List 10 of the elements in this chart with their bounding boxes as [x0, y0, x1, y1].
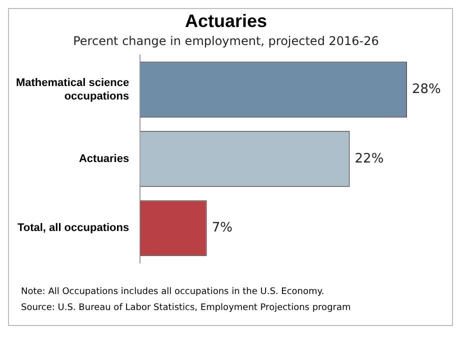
data-label: 7% [212, 220, 232, 236]
data-label: 28% [412, 82, 441, 98]
text: Note: All Occupations includes all occupations in the U.S. Economy. [21, 287, 326, 297]
y-tick-label: Total, all occupations [17, 222, 130, 234]
y-tick-label: Mathematical science occupations [16, 77, 130, 102]
source-note: Source: U.S. Bureau of Labor Statistics, Employment Projections program [21, 303, 352, 313]
chart-title: Actuaries [184, 10, 268, 31]
chart-subtitle: Percent change in employment, projected 2016-26 [73, 34, 379, 48]
data-label: 22% [354, 151, 384, 166]
y-tick-label: Actuaries [78, 152, 130, 165]
